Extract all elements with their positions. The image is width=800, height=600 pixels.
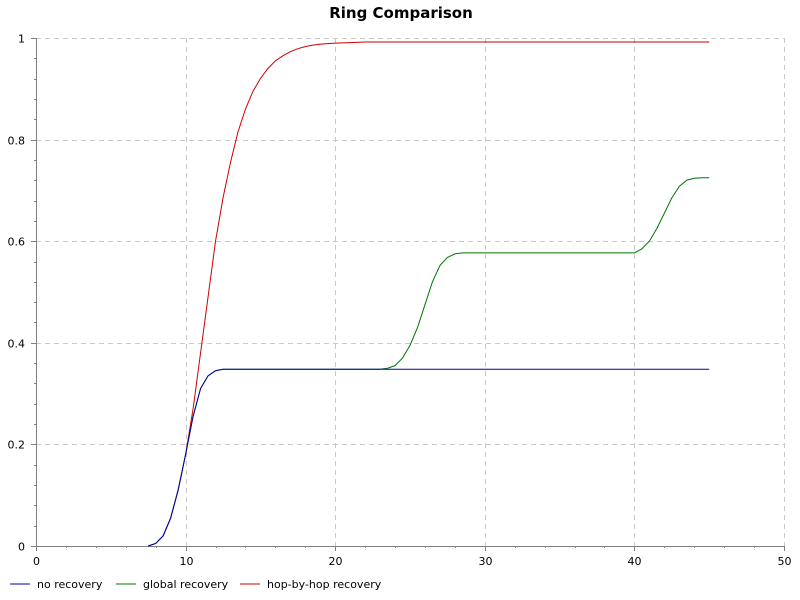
x-tick-label: 0 xyxy=(33,555,40,568)
y-tick-label: 0.2 xyxy=(8,439,26,452)
y-tick-label: 0.8 xyxy=(8,135,26,148)
series-line-no-recovery xyxy=(148,368,710,547)
y-tick-label: 0.4 xyxy=(8,338,26,351)
x-tick-label: 30 xyxy=(479,555,493,568)
grid xyxy=(36,38,785,546)
x-tick-label: 40 xyxy=(628,555,642,568)
y-tick-label: 0.6 xyxy=(8,236,26,249)
x-tick-label: 10 xyxy=(180,555,194,568)
y-tick-label: 1 xyxy=(18,33,25,46)
series-lines xyxy=(148,41,710,547)
legend-label-hop-by-hop-recovery: hop-by-hop recovery xyxy=(267,578,382,591)
x-tick-label: 20 xyxy=(329,555,343,568)
legend-label-global-recovery: global recovery xyxy=(143,578,229,591)
legend-label-no-recovery: no recovery xyxy=(37,578,103,591)
chart-title: Ring Comparison xyxy=(329,4,473,22)
axes: 0 10 20 30 40 50 0 0.2 0.4 0.6 0.8 1 xyxy=(8,33,792,569)
y-tick-label: 0 xyxy=(18,541,25,554)
series-line-global-recovery xyxy=(148,177,710,547)
x-tick-label: 50 xyxy=(778,555,792,568)
legend: no recovery global recovery hop-by-hop rec… xyxy=(10,578,382,591)
